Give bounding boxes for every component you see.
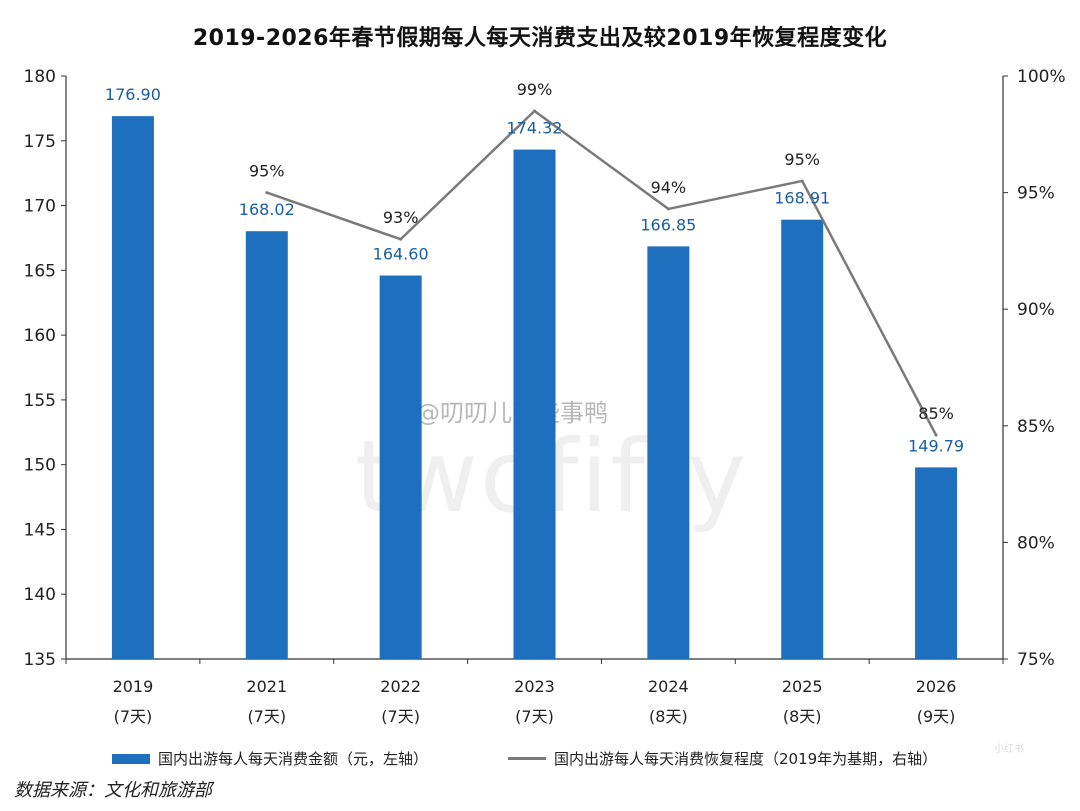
x-tick-label: 2026: [916, 677, 957, 696]
x-tick-days-label: (7天): [114, 707, 153, 726]
right-tick-label: 95%: [1017, 184, 1055, 204]
line-point: [934, 433, 938, 437]
line-value-label: 94%: [651, 178, 687, 197]
line-point: [399, 237, 403, 241]
left-tick-label: 155: [24, 391, 56, 411]
watermark-handle: @叨叨儿那些事鸭: [416, 399, 608, 427]
bar-value-label: 174.32: [507, 119, 563, 138]
x-tick-days-label: (8天): [649, 707, 688, 726]
x-tick-label: 2025: [782, 677, 823, 696]
x-tick-label: 2021: [246, 677, 287, 696]
legend-swatch-line: [508, 757, 546, 760]
data-source: 数据来源：文化和旅游部: [14, 780, 212, 801]
legend-label-line: 国内出游每人每天消费恢复程度（2019年为基期，右轴）: [554, 750, 938, 768]
legend-item-line: 国内出游每人每天消费恢复程度（2019年为基期，右轴）: [508, 748, 937, 769]
bar-value-label: 166.85: [640, 215, 696, 234]
x-tick-days-label: (8天): [783, 707, 822, 726]
bar: [915, 467, 958, 659]
x-tick-days-label: (7天): [247, 707, 286, 726]
bar: [245, 231, 288, 659]
left-tick-label: 145: [24, 520, 56, 540]
right-tick-label: 90%: [1017, 300, 1055, 320]
line-value-label: 99%: [517, 80, 553, 99]
left-tick-label: 140: [24, 585, 56, 605]
left-tick-label: 180: [24, 67, 56, 87]
x-tick-days-label: (7天): [381, 707, 420, 726]
x-tick-label: 2024: [648, 677, 689, 696]
x-tick-days-label: (7天): [515, 707, 554, 726]
line-value-label: 95%: [784, 150, 820, 169]
right-tick-label: 100%: [1017, 67, 1066, 87]
bar-value-label: 164.60: [373, 245, 429, 264]
bar-value-label: 168.02: [239, 200, 295, 219]
legend-item-bar: 国内出游每人每天消费金额（元，左轴）: [112, 748, 428, 769]
data-labels: 176.90 168.02 164.60 174.32 166.85 168.91 149.…: [105, 80, 964, 455]
line-point: [533, 109, 536, 113]
left-tick-label: 175: [24, 132, 56, 152]
chart-title: 2019-2026年春节假期每人每天消费支出及较2019年恢复程度变化: [192, 26, 888, 51]
line-series: [265, 109, 938, 437]
x-tick-label: 2019: [113, 677, 154, 696]
left-tick-label: 160: [24, 326, 56, 346]
left-tick-label: 170: [24, 197, 56, 217]
bar-value-label: 168.91: [774, 189, 830, 208]
bar: [379, 275, 422, 659]
line-point: [800, 179, 804, 183]
recovery-line: [266, 109, 938, 436]
bar: [647, 246, 690, 660]
bar-value-label: 176.90: [105, 85, 161, 104]
bar: [513, 149, 556, 659]
bar: [111, 116, 154, 659]
line-value-label: 95%: [249, 162, 285, 181]
x-tick-label: 2022: [380, 677, 421, 696]
combo-chart: 135 140 145 150 155 160 165 170 175 180 75% 80% 85% 9…: [24, 67, 1066, 726]
right-tick-label: 85%: [1017, 417, 1055, 437]
line-value-label: 93%: [383, 208, 419, 227]
line-point: [666, 207, 670, 211]
line-value-label: 85%: [918, 404, 954, 423]
axes: 135 140 145 150 155 160 165 170 175 180 75% 80% 85% 9…: [24, 67, 1066, 726]
legend: 国内出游每人每天消费金额（元，左轴） 国内出游每人每天消费恢复程度（2019年为…: [0, 748, 1080, 772]
line-point: [265, 191, 269, 195]
bar-series: [111, 116, 958, 660]
legend-swatch-bar: [112, 753, 150, 764]
legend-label-bar: 国内出游每人每天消费金额（元，左轴）: [158, 750, 429, 768]
x-tick-label: 2023: [514, 677, 555, 696]
bar: [781, 219, 824, 659]
left-tick-label: 150: [24, 456, 56, 476]
watermark-corner: 小红书: [994, 744, 1024, 755]
left-tick-label: 135: [24, 650, 56, 670]
right-tick-label: 80%: [1017, 533, 1055, 553]
left-tick-label: 165: [24, 261, 56, 281]
right-tick-label: 75%: [1017, 650, 1055, 670]
bar-value-label: 149.79: [908, 436, 964, 455]
x-tick-days-label: (9天): [917, 707, 956, 726]
